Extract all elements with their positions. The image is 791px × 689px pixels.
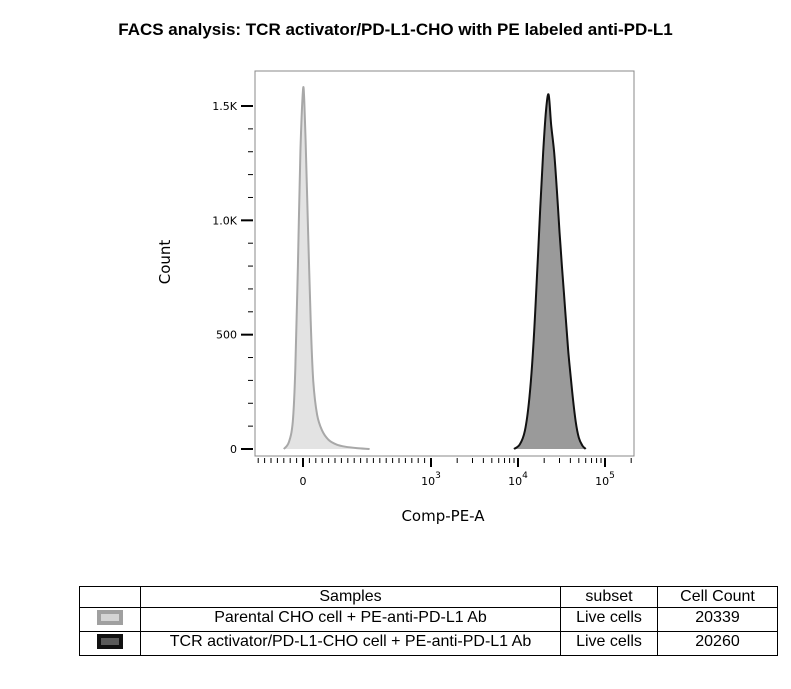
legend-swatch-dark: [97, 634, 123, 649]
legend-swatch-cell: [79, 607, 141, 632]
x-tick-label: 105: [595, 471, 615, 488]
series-1-line: [513, 93, 587, 450]
legend-swatch-cell: [79, 631, 141, 656]
series-0-area: [283, 87, 370, 449]
x-tick-label: 104: [508, 471, 528, 488]
subset: Live cells: [560, 607, 658, 632]
sample-name: Parental CHO cell + PE-anti-PD-L1 Ab: [140, 607, 561, 632]
y-tick-label: 1.0K: [212, 214, 237, 227]
series-0-line: [283, 86, 370, 450]
cell-count: 20339: [657, 607, 778, 632]
y-axis-label: Count: [156, 240, 174, 285]
legend-swatch-light: [97, 610, 123, 625]
cell-count: 20260: [657, 631, 778, 656]
table-header-swatch: [79, 586, 141, 608]
y-tick-label: 0: [230, 443, 237, 456]
histogram-plot: 0 500 1.0K 1.5K 0 103 104 105 Count Comp-PE-A: [156, 70, 635, 525]
x-tick-label: 103: [421, 471, 441, 488]
series-layer: [283, 86, 587, 450]
chart-title: FACS analysis: TCR activator/PD-L1-CHO w…: [118, 20, 673, 39]
y-axis: 0 500 1.0K 1.5K: [212, 100, 253, 456]
y-tick-label: 500: [216, 329, 237, 342]
subset: Live cells: [560, 631, 658, 656]
table-row: TCR activator/PD-L1-CHO cell + PE-anti-P…: [79, 631, 778, 656]
sample-name: TCR activator/PD-L1-CHO cell + PE-anti-P…: [140, 631, 561, 656]
table-header-row: Samples subset Cell Count: [79, 586, 778, 608]
table-row: Parental CHO cell + PE-anti-PD-L1 Ab Liv…: [79, 607, 778, 632]
x-axis-label: Comp-PE-A: [401, 507, 485, 525]
samples-table: Samples subset Cell Count Parental CHO c…: [79, 586, 778, 656]
y-tick-label: 1.5K: [212, 100, 237, 113]
table-header-samples: Samples: [140, 586, 561, 608]
table-header-cell-count: Cell Count: [657, 586, 778, 608]
plot-frame: [254, 70, 635, 457]
x-axis: 0 103 104 105: [257, 458, 632, 488]
table-header-subset: subset: [560, 586, 658, 608]
x-tick-label: 0: [300, 475, 307, 488]
series-1-area: [514, 94, 586, 449]
